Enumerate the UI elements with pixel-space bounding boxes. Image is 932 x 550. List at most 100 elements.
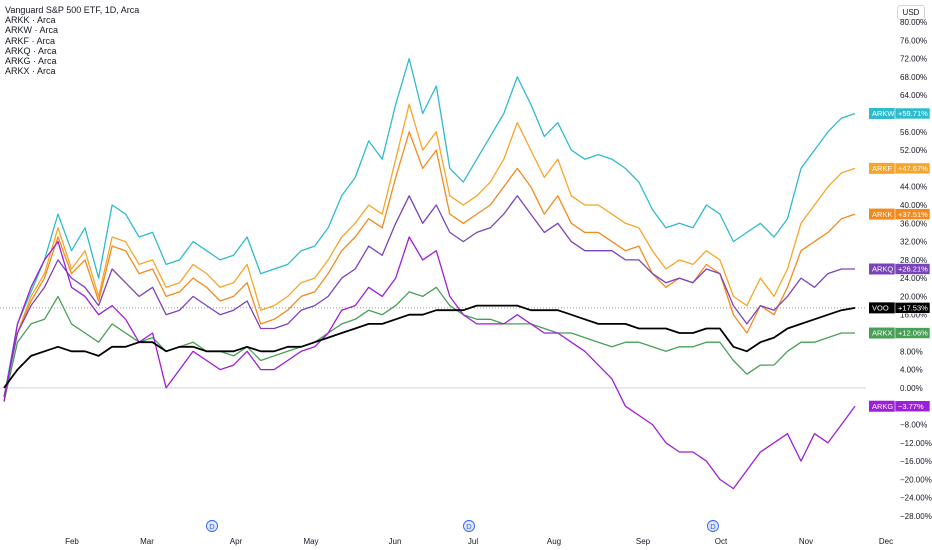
value-tag-arkq: ARKQ +26.21% — [869, 263, 931, 275]
y-tick-label: −20.00% — [900, 475, 932, 484]
x-tick-label: Oct — [715, 537, 728, 546]
chart-legend: Vanguard S&P 500 ETF, 1D, Arca ARKK · Ar… — [5, 5, 139, 76]
tag-value-box — [894, 327, 931, 339]
dividend-marker[interactable]: D — [463, 520, 475, 532]
series-value-tags: ARKW +59.71% ARKF +47.67% ARKK +37.51% ARKQ +26… — [869, 107, 931, 413]
tag-series-value: +37.51% — [898, 210, 928, 219]
tag-series-name: ARKX — [872, 329, 892, 338]
tag-series-name: ARKG — [872, 402, 893, 411]
tag-value-box — [894, 107, 931, 120]
series-line-arkf[interactable] — [3, 103, 856, 398]
symbol-entry[interactable]: ARKK · Arca — [5, 15, 56, 26]
value-tag-arkk: ARKK +37.51% — [869, 208, 931, 220]
value-tag-arkf: ARKF +47.67% — [869, 162, 931, 175]
y-tick-label: 72.00% — [900, 55, 927, 64]
tag-series-name: ARKW — [872, 109, 895, 118]
tag-value-box — [894, 302, 931, 314]
x-tick-label: Nov — [799, 537, 813, 546]
dividend-marker[interactable]: D — [707, 520, 719, 532]
tag-name-box — [869, 107, 895, 119]
y-tick-label: 76.00% — [900, 36, 927, 45]
tag-value-box — [894, 400, 931, 413]
value-tag-arkx: ARKX +12.06% — [869, 327, 931, 339]
tag-series-value: +59.71% — [898, 109, 928, 118]
symbol-entry[interactable]: ARKG · Arca — [5, 56, 57, 67]
y-tick-label: −28.00% — [900, 512, 932, 521]
series-line-arkq[interactable] — [3, 195, 855, 398]
value-tag-voo: VOO +17.53% — [869, 302, 931, 314]
y-tick-label: 80.00% — [900, 18, 927, 27]
symbol-entry[interactable]: ARKF · Arca — [5, 35, 56, 46]
tag-value-box — [894, 263, 931, 275]
y-tick-label: 20.00% — [900, 292, 927, 301]
y-tick-label: −16.00% — [900, 457, 932, 466]
y-tick-label: 16.00% — [900, 311, 927, 320]
dividend-label: D — [466, 522, 472, 531]
y-tick-label: 44.00% — [900, 183, 927, 192]
y-tick-label: 24.00% — [900, 274, 927, 283]
series-line-arkg[interactable] — [3, 236, 856, 490]
x-tick-label: May — [303, 537, 318, 546]
y-tick-label: −8.00% — [900, 421, 927, 430]
symbol-entry[interactable]: ARKQ · Arca — [5, 45, 57, 56]
x-axis: Feb Mar Apr May Jun Jul Aug Sep Oct Nov Dec — [65, 537, 893, 546]
series-layer — [3, 57, 856, 490]
series-line-arkw[interactable] — [3, 57, 856, 398]
y-tick-label: 68.00% — [900, 73, 927, 82]
chart-title: Vanguard S&P 500 ETF, 1D, Arca — [5, 5, 140, 15]
currency-selector[interactable]: USD — [897, 5, 925, 20]
tag-name-box — [869, 208, 895, 220]
y-tick-label: 32.00% — [900, 238, 927, 247]
tag-series-name: ARKF — [872, 164, 892, 173]
y-tick-label: −12.00% — [900, 439, 932, 448]
tag-name-box — [869, 263, 895, 275]
y-tick-label: 36.00% — [900, 219, 927, 228]
dividend-marker[interactable]: D — [206, 520, 218, 532]
x-tick-label: Mar — [140, 537, 154, 546]
y-tick-label: 56.00% — [900, 128, 927, 137]
tag-name-box — [869, 162, 895, 174]
y-tick-label: 52.00% — [900, 146, 927, 155]
x-tick-label: Jun — [389, 537, 402, 546]
tag-name-box — [869, 327, 895, 339]
tag-series-name: ARKK — [872, 210, 892, 219]
tag-value-box — [894, 162, 931, 175]
symbol-entry[interactable]: ARKW · Arca — [5, 25, 59, 36]
tag-series-value: +26.21% — [898, 265, 928, 274]
tag-series-name: ARKQ — [872, 265, 893, 274]
y-tick-label: 28.00% — [900, 256, 927, 265]
tag-series-value: +47.67% — [898, 164, 928, 173]
x-tick-label: Sep — [636, 537, 651, 546]
tag-series-value: −3.77% — [898, 402, 924, 411]
tag-series-value: +12.06% — [898, 329, 928, 338]
tag-series-value: +17.53% — [898, 304, 928, 313]
series-line-arkx[interactable] — [3, 286, 855, 402]
y-tick-label: 0.00% — [900, 384, 923, 393]
x-tick-label: Aug — [547, 537, 561, 546]
symbol-entry[interactable]: ARKX · Arca — [5, 66, 56, 77]
dividend-label: D — [710, 522, 716, 531]
y-tick-label: 40.00% — [900, 201, 927, 210]
y-tick-label: 64.00% — [900, 91, 927, 100]
y-axis: 80.00%76.00%72.00%68.00%64.00%60.00%56.0… — [900, 18, 932, 521]
y-tick-label: −24.00% — [900, 494, 932, 503]
y-tick-label: 8.00% — [900, 347, 923, 356]
x-tick-label: Jul — [468, 537, 478, 546]
tag-name-box — [869, 302, 895, 314]
value-tag-arkw: ARKW +59.71% — [869, 107, 931, 120]
dividend-circle — [206, 520, 218, 532]
tag-name-box — [869, 400, 895, 412]
dividend-label: D — [209, 522, 215, 531]
x-tick-label: Feb — [65, 537, 79, 546]
x-tick-label: Apr — [230, 537, 243, 546]
series-line-arkk[interactable] — [3, 131, 856, 398]
series-line-voo[interactable] — [3, 304, 856, 389]
y-tick-label: 4.00% — [900, 366, 923, 375]
dividend-circle — [707, 520, 719, 532]
value-tag-arkg: ARKG −3.77% — [869, 400, 931, 413]
tag-series-name: VOO — [872, 304, 889, 313]
dividend-circle — [463, 520, 475, 532]
tag-value-box — [894, 208, 931, 220]
